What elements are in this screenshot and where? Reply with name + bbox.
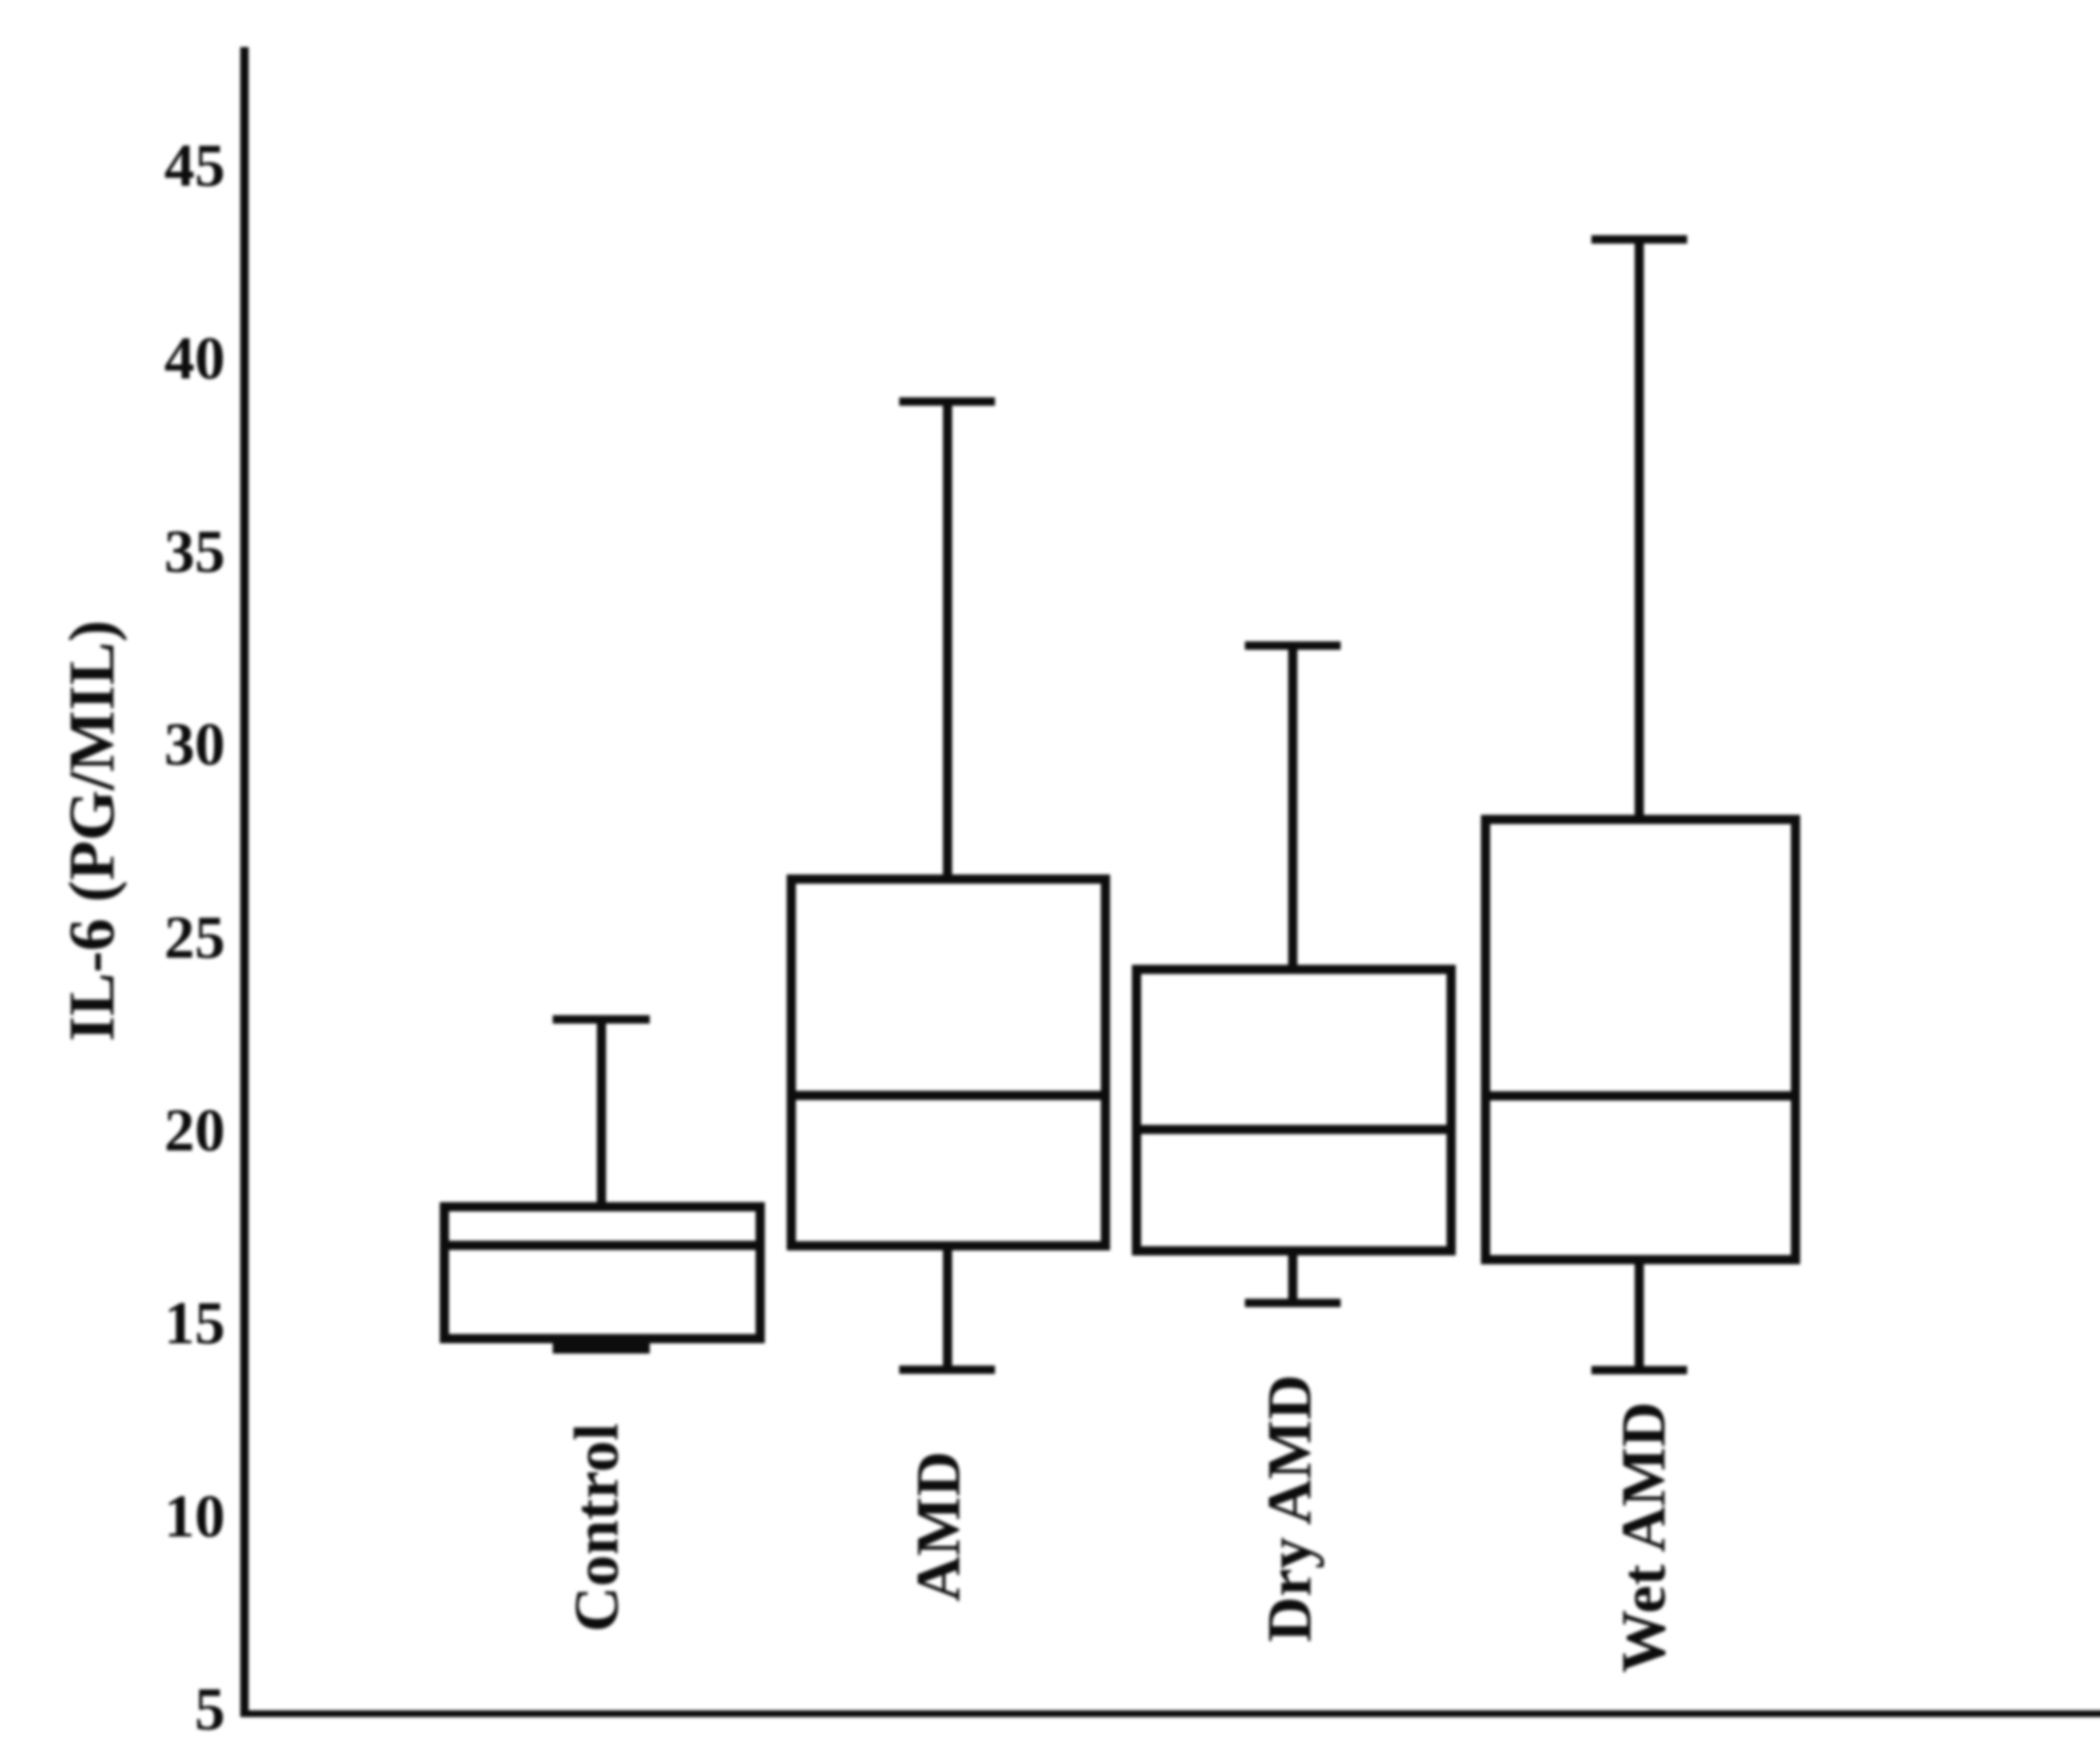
svg-text:10: 10 <box>164 1483 225 1550</box>
svg-text:Dry AMD: Dry AMD <box>1255 1374 1324 1642</box>
svg-text:20: 20 <box>164 1097 225 1164</box>
svg-text:40: 40 <box>164 325 225 392</box>
svg-text:30: 30 <box>164 711 225 778</box>
svg-text:AMD: AMD <box>903 1451 973 1602</box>
svg-text:5: 5 <box>195 1675 226 1743</box>
svg-text:45: 45 <box>164 132 225 199</box>
svg-text:IL-6 (PG/MIL): IL-6 (PG/MIL) <box>55 620 128 1041</box>
svg-text:15: 15 <box>164 1289 225 1357</box>
svg-text:35: 35 <box>164 518 225 585</box>
svg-text:25: 25 <box>164 904 225 971</box>
svg-text:Wet AMD: Wet AMD <box>1609 1402 1678 1673</box>
svg-text:Control: Control <box>562 1423 631 1632</box>
